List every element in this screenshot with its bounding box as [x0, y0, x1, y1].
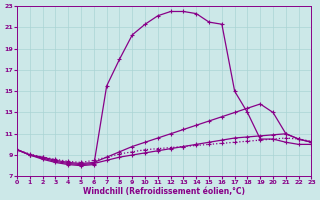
X-axis label: Windchill (Refroidissement éolien,°C): Windchill (Refroidissement éolien,°C) — [83, 187, 245, 196]
